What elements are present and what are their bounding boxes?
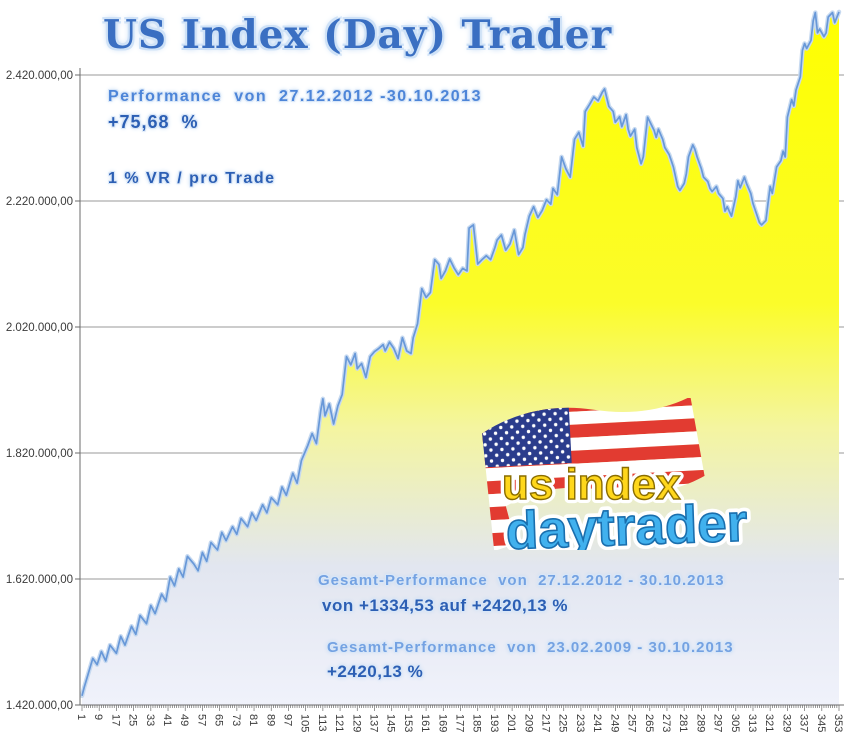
x-axis-tick-label: 9 [92, 714, 104, 720]
x-axis-tick-label: 161 [419, 714, 431, 732]
y-axis-tick-label: 2.420.000,00 [6, 70, 73, 82]
x-axis-tick-label: 265 [643, 714, 655, 732]
x-axis-tick-label: 305 [729, 714, 741, 732]
y-axis-tick-label: 1.820.000,00 [6, 448, 73, 460]
x-axis-tick-label: 185 [471, 714, 483, 732]
x-axis-tick-label: 281 [677, 714, 689, 732]
x-axis-tick-label: 65 [213, 714, 225, 726]
us-index-daytrader-logo: us index us index daytrader daytrader [478, 396, 794, 565]
logo-word-us-index: us index us index [498, 456, 685, 513]
x-axis-tick-label: 41 [161, 714, 173, 726]
x-axis-tick-label: 169 [436, 714, 448, 732]
x-axis-tick-label: 49 [178, 714, 190, 726]
x-axis-tick-label: 273 [660, 714, 672, 732]
x-axis-tick-label: 193 [488, 714, 500, 732]
x-axis-tick-label: 289 [694, 714, 706, 732]
performance-value: +75,68 % [108, 112, 199, 132]
x-axis-tick-label: 217 [540, 714, 552, 732]
x-axis-tick-label: 337 [798, 714, 810, 732]
y-axis-tick-label: 2.220.000,00 [6, 196, 73, 208]
y-axis-tick-label: 2.020.000,00 [6, 322, 73, 334]
x-axis-tick-label: 153 [402, 714, 414, 732]
svg-text:us index: us index [502, 460, 681, 509]
x-axis-tick-label: 249 [608, 714, 620, 732]
x-axis-tick-label: 121 [333, 714, 345, 732]
x-axis-tick-label: 177 [454, 714, 466, 732]
x-axis-tick-label: 89 [264, 714, 276, 726]
x-axis-tick-label: 345 [815, 714, 827, 732]
svg-text:us index: us index [502, 460, 681, 509]
x-axis-tick-label: 81 [247, 714, 259, 726]
logo-word-daytrader: daytrader daytrader [500, 489, 752, 565]
x-axis-tick-label: 33 [144, 714, 156, 726]
flag-logo-icon: us index us index daytrader daytrader [480, 396, 753, 565]
x-axis-tick-label: 1 [75, 714, 87, 720]
x-axis-tick-label: 25 [127, 714, 139, 726]
x-axis-tick-label: 129 [350, 714, 362, 732]
x-axis-tick-label: 257 [626, 714, 638, 732]
x-axis-tick-label: 209 [522, 714, 534, 732]
total-performance-2009-label: Gesamt-Performance von 23.02.2009 - 30.1… [327, 639, 734, 656]
svg-text:daytrader: daytrader [505, 494, 748, 550]
x-axis-tick-label: 225 [557, 714, 569, 732]
x-axis-tick-label: 313 [746, 714, 758, 732]
page-title: US Index (Day) Trader [103, 12, 613, 58]
total-performance-2012-value: von +1334,53 auf +2420,13 % [322, 596, 568, 615]
x-axis-tick-label: 321 [763, 714, 775, 732]
equity-area-fill [82, 11, 839, 705]
x-axis-tick-label: 353 [832, 714, 844, 732]
x-axis-tick-label: 17 [109, 714, 121, 726]
total-performance-2009-value: +2420,13 % [327, 662, 424, 681]
x-axis-tick-label: 233 [574, 714, 586, 732]
x-axis-tick-label: 113 [316, 714, 328, 732]
x-axis-tick-label: 329 [780, 714, 792, 732]
x-axis-tick-label: 137 [367, 714, 379, 732]
x-axis-tick-label: 201 [505, 714, 517, 732]
x-axis-tick-label: 97 [281, 714, 293, 726]
x-axis-tick-label: 145 [385, 714, 397, 732]
y-axis-tick-label: 1.420.000,00 [6, 700, 73, 712]
x-axis-tick-label: 105 [299, 714, 311, 732]
y-axis-tick-label: 1.620.000,00 [6, 574, 73, 586]
x-axis-tick-label: 297 [712, 714, 724, 732]
x-axis-tick-label: 57 [195, 714, 207, 726]
x-axis-tick-label: 73 [230, 714, 242, 726]
risk-per-trade-label: 1 % VR / pro Trade [108, 170, 276, 187]
x-axis-tick-label: 241 [591, 714, 603, 732]
equity-line [81, 11, 840, 697]
total-performance-2012-label: Gesamt-Performance von 27.12.2012 - 30.1… [318, 572, 725, 589]
performance-period-label: Performance von 27.12.2012 -30.10.2013 [108, 88, 482, 105]
